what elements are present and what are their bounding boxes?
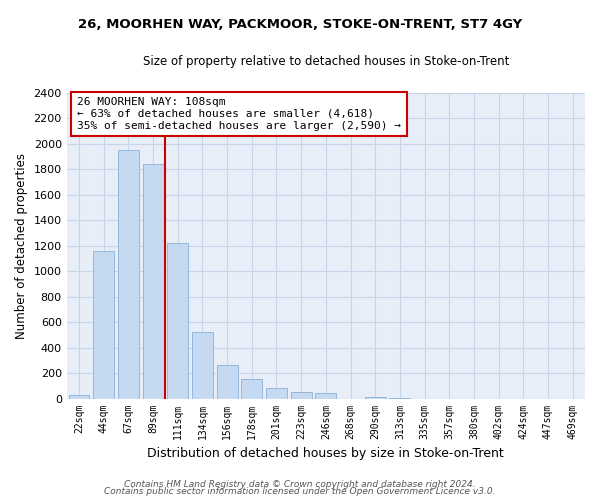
X-axis label: Distribution of detached houses by size in Stoke-on-Trent: Distribution of detached houses by size … [148, 447, 504, 460]
Bar [316, 394, 337, 398]
Bar [192, 332, 213, 398]
Bar [167, 243, 188, 398]
Y-axis label: Number of detached properties: Number of detached properties [15, 152, 28, 338]
Bar [241, 380, 262, 398]
Text: Contains public sector information licensed under the Open Government Licence v3: Contains public sector information licen… [104, 487, 496, 496]
Bar [365, 396, 386, 398]
Bar [68, 394, 89, 398]
Bar [118, 150, 139, 398]
Title: Size of property relative to detached houses in Stoke-on-Trent: Size of property relative to detached ho… [143, 55, 509, 68]
Bar [266, 388, 287, 398]
Text: 26, MOORHEN WAY, PACKMOOR, STOKE-ON-TRENT, ST7 4GY: 26, MOORHEN WAY, PACKMOOR, STOKE-ON-TREN… [78, 18, 522, 30]
Text: 26 MOORHEN WAY: 108sqm
← 63% of detached houses are smaller (4,618)
35% of semi-: 26 MOORHEN WAY: 108sqm ← 63% of detached… [77, 98, 401, 130]
Bar [143, 164, 164, 398]
Text: Contains HM Land Registry data © Crown copyright and database right 2024.: Contains HM Land Registry data © Crown c… [124, 480, 476, 489]
Bar [217, 365, 238, 398]
Bar [290, 392, 311, 398]
Bar [93, 252, 114, 398]
